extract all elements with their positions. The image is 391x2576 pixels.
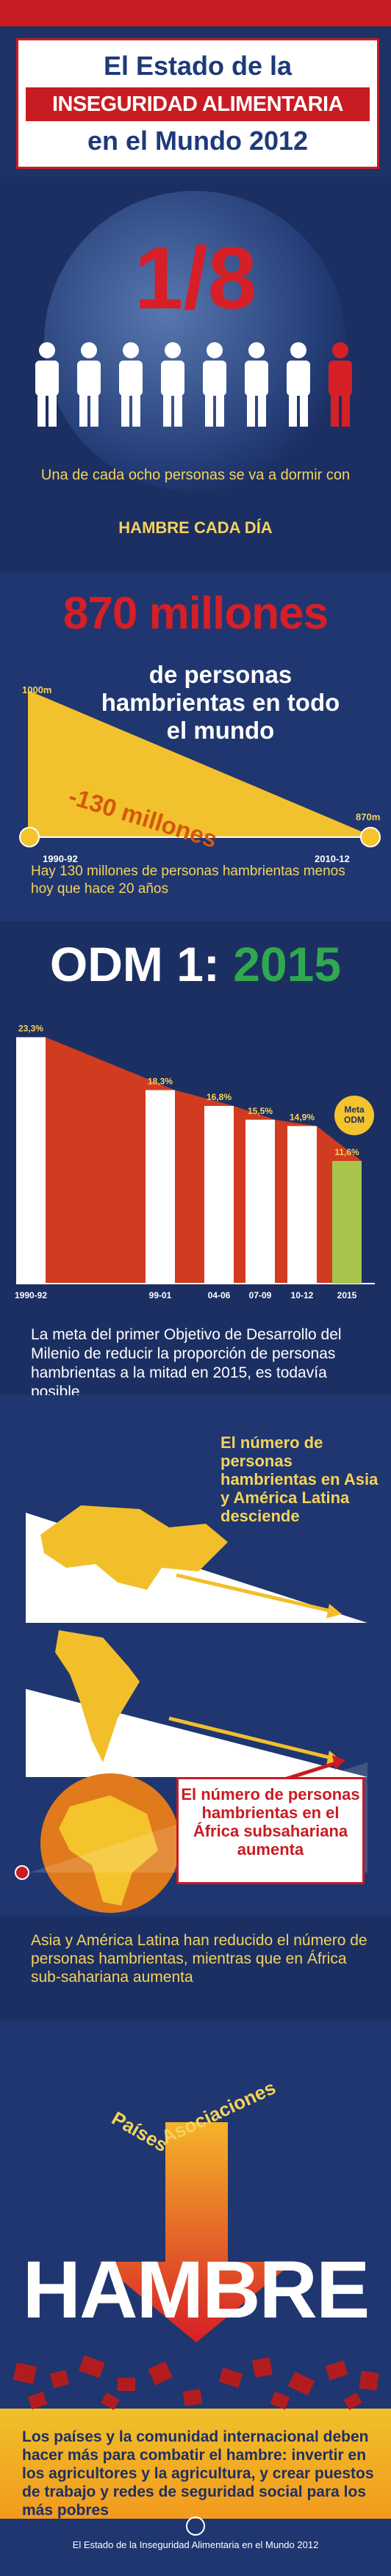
target-label: ODM [344, 1115, 365, 1125]
odm-chart-section: ODM 1: 2015 23,3% 1990-92 18,3% 99-01 16,8% 0… [0, 922, 391, 1395]
latam-arrow-icon [168, 1716, 335, 1761]
bar-value-label: 18,3% [148, 1076, 173, 1086]
people-row [35, 342, 352, 427]
regions-note-section: Asia y América Latina han reducido el nú… [0, 1917, 391, 2019]
bar-category-label: 07-09 [249, 1290, 272, 1300]
title-line3: en el Mundo 2012 [87, 126, 309, 156]
bar-value-label: 23,3% [18, 1023, 43, 1033]
asia-latam-caption: El número de personas hambrientas en Asi… [220, 1433, 379, 1525]
africa-dot [15, 1865, 29, 1880]
trend-area [16, 1037, 362, 1284]
person-icon [287, 342, 310, 427]
hunger-note: Hay 130 millones de personas hambrientas… [31, 864, 345, 897]
fraction-emphasis: HAMBRE CADA DÍA [118, 518, 273, 537]
title-line2: INSEGURIDAD ALIMENTARIA [26, 87, 370, 121]
start-value-label: 1000m [22, 684, 52, 695]
bar-category-label: 99-01 [149, 1290, 172, 1300]
fraction-description: Una de cada ocho personas se va a dormir… [40, 467, 351, 483]
end-value-label: 870m [356, 811, 381, 822]
person-icon [77, 342, 101, 427]
chart-title-prefix: ODM 1: [49, 937, 220, 991]
title-line1: El Estado de la [103, 51, 293, 81]
end-period-label: 2010-12 [315, 853, 350, 864]
bar-category-label: 04-06 [208, 1290, 231, 1300]
hunger-subheadline: de personas hambrientas en todo el mundo [101, 661, 340, 744]
target-label: Meta [344, 1104, 365, 1115]
start-dot [19, 827, 40, 847]
title-section: El Estado de la INSEGURIDAD ALIMENTARIA … [0, 0, 391, 176]
fraction-figure: 1/8 [134, 229, 257, 328]
target-badge [334, 1095, 374, 1135]
call-to-action: Los países y la comunidad internacional … [22, 2428, 374, 2519]
latam-decline-wedge [26, 1689, 367, 1777]
asia-arrow-icon [176, 1573, 335, 1614]
one-in-eight-section: 1/8 Una de cada ocho personas se va a do… [0, 176, 391, 573]
bar [16, 1037, 46, 1284]
hunger-headline: 870 millones [62, 588, 329, 639]
africa-caption: El número de personas hambrientas en el … [181, 1785, 360, 1859]
person-icon [203, 342, 226, 427]
action-section: Países Asociaciones HAMBRE Los países y … [0, 2019, 391, 2576]
bar-category-label: 2015 [337, 1290, 357, 1300]
hunger-total-section: 870 millones de personas hambrientas en … [0, 573, 391, 922]
asia-map-icon [40, 1505, 228, 1590]
asia-arrowhead-icon [326, 1604, 342, 1618]
bar-value-label: 14,9% [290, 1112, 315, 1122]
regions-note: Asia y América Latina han reducido el nú… [31, 1932, 367, 1986]
fao-logo-icon [186, 2517, 205, 2536]
hunger-word: HAMBRE [22, 2245, 370, 2335]
bar-category-label: 10-12 [291, 1290, 314, 1300]
title-box: El Estado de la INSEGURIDAD ALIMENTARIA … [16, 38, 379, 169]
footer-text: El Estado de la Inseguridad Alimentaria … [72, 2539, 319, 2550]
bar [146, 1090, 175, 1284]
action-graphic: Países Asociaciones [0, 2076, 391, 2536]
odm-bar-chart: 23,3% 1990-92 18,3% 99-01 16,8% 04-06 15,5% 07-… [15, 1023, 375, 1300]
africa-map-icon [59, 1795, 158, 1906]
bar [245, 1119, 275, 1284]
africa-arrowhead-icon [332, 1755, 345, 1770]
chart-title-year: 2015 [233, 937, 342, 991]
person-icon [161, 342, 184, 427]
chart-note: La meta del primer Objetivo de Desarroll… [31, 1326, 342, 1395]
person-icon [245, 342, 268, 427]
down-arrow-icon [99, 2122, 294, 2342]
latam-map-icon [55, 1630, 140, 1762]
person-icon [329, 342, 352, 427]
hunger-decline-graphic [19, 690, 381, 847]
globe-icon [44, 191, 345, 492]
bar-value-label: 11,6% [334, 1147, 359, 1157]
person-icon [35, 342, 59, 427]
bar [332, 1160, 362, 1284]
bar-value-label: 15,5% [248, 1106, 273, 1116]
bottom-panel [0, 2409, 391, 2519]
bar-category-label: 1990-92 [15, 1290, 47, 1300]
regions-section: El número de personas hambrientas en Asi… [0, 1395, 391, 1917]
chart-title: ODM 1: 2015 [0, 936, 391, 992]
bar [204, 1106, 234, 1284]
person-icon [119, 342, 143, 427]
bar [287, 1126, 317, 1284]
debris-icon [12, 2355, 379, 2410]
start-period-label: 1990-92 [43, 853, 78, 864]
bar-value-label: 16,8% [207, 1092, 232, 1102]
africa-caption-box: El número de personas hambrientas en el … [176, 1777, 365, 1884]
end-dot [360, 827, 381, 847]
decline-wedge [28, 690, 375, 837]
